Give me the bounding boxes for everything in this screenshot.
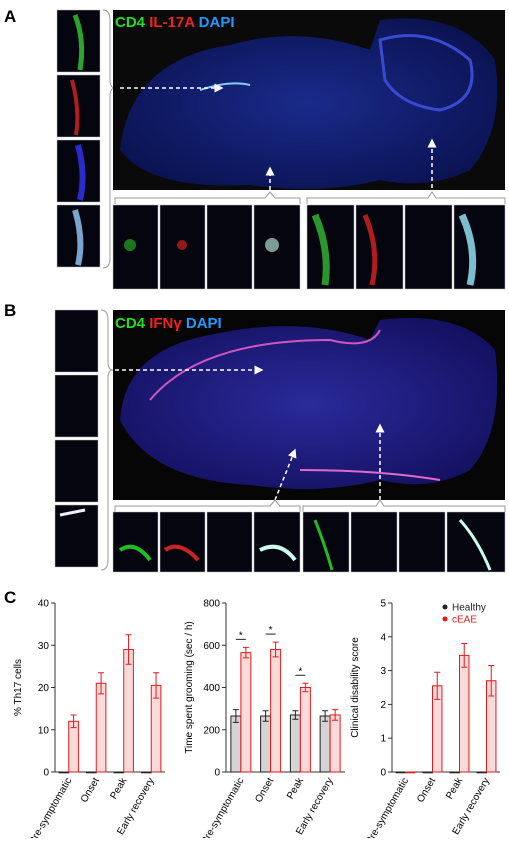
stain-label: IL-17A xyxy=(149,14,195,31)
y-axis-label: Time spent grooming (sec / h) xyxy=(184,621,195,753)
legend-marker xyxy=(442,616,448,622)
x-tick-label: Peak xyxy=(285,775,306,801)
error-bar xyxy=(70,714,77,729)
y-tick-label: 2 xyxy=(380,700,386,711)
panel-label: B xyxy=(4,301,16,320)
legend-marker xyxy=(442,604,448,610)
error-bar xyxy=(242,646,249,659)
panel-a-images xyxy=(56,9,506,290)
stain-label: CD4 xyxy=(115,315,146,332)
y-tick-label: 400 xyxy=(203,683,220,694)
error-bar xyxy=(153,672,160,699)
stain-label: DAPI xyxy=(199,14,235,31)
y-tick-label: 20 xyxy=(38,683,50,694)
bar xyxy=(459,654,470,773)
bar xyxy=(289,714,301,773)
x-tick-label: Pre-symptomatic xyxy=(364,776,411,838)
x-tick-label: Pre-symptomatic xyxy=(27,776,74,838)
error-bar xyxy=(302,682,309,693)
bar xyxy=(230,715,242,773)
y-tick-label: 3 xyxy=(380,666,386,677)
error-bar xyxy=(461,643,468,668)
error-bar xyxy=(125,634,132,665)
bar xyxy=(329,714,341,773)
stain-labels: CD4 IL-17A DAPI xyxy=(115,14,235,31)
bar xyxy=(270,648,282,773)
panel-label: C xyxy=(4,588,16,607)
y-tick-label: 40 xyxy=(38,599,50,610)
bar xyxy=(299,687,311,773)
error-bar xyxy=(272,641,279,658)
y-tick-label: 4 xyxy=(380,632,386,643)
y-tick-label: 1 xyxy=(380,734,386,745)
y-tick-label: 0 xyxy=(43,768,49,779)
x-tick-label: Onset xyxy=(79,776,102,805)
x-tick-label: Onset xyxy=(253,776,276,805)
significance-label: * xyxy=(269,625,273,636)
bar xyxy=(240,652,252,773)
y-tick-label: 30 xyxy=(38,641,50,652)
y-tick-label: 600 xyxy=(203,641,220,652)
y-tick-label: 5 xyxy=(380,599,386,610)
error-bar xyxy=(332,709,339,721)
error-bar xyxy=(292,710,299,720)
significance-label: * xyxy=(298,666,302,677)
significance-label: * xyxy=(239,630,243,641)
stain-label: CD4 xyxy=(115,14,146,31)
bar xyxy=(319,715,331,773)
legend-label: Healthy xyxy=(452,603,486,614)
error-bar xyxy=(322,710,329,722)
y-tick-label: 0 xyxy=(380,768,386,779)
x-tick-label: Peak xyxy=(108,775,129,801)
bar xyxy=(68,720,79,773)
y-tick-label: 0 xyxy=(214,768,220,779)
error-bar xyxy=(488,665,495,697)
y-tick-label: 200 xyxy=(203,725,220,736)
error-bar xyxy=(434,671,441,700)
bar xyxy=(260,715,272,773)
y-axis-label: % Th17 cells xyxy=(13,659,24,716)
stain-labels: CD4 IFNγ DAPI xyxy=(115,315,222,332)
bar xyxy=(95,682,107,773)
stain-label: IFNγ xyxy=(149,315,182,332)
x-tick-label: Pre-symptomatic xyxy=(199,776,246,838)
x-tick-label: Peak xyxy=(444,775,465,801)
bar xyxy=(123,648,134,773)
stain-label: DAPI xyxy=(186,315,222,332)
y-tick-label: 800 xyxy=(203,599,220,610)
error-bar xyxy=(232,709,239,723)
y-tick-label: 10 xyxy=(38,725,50,736)
error-bar xyxy=(262,710,269,722)
panel-label: A xyxy=(4,7,16,26)
x-tick-label: Onset xyxy=(415,776,438,805)
legend-label: cEAE xyxy=(452,615,477,626)
y-axis-label: Clinical disability score xyxy=(350,637,361,738)
panel-b-images xyxy=(54,309,506,573)
error-bar xyxy=(98,672,105,695)
